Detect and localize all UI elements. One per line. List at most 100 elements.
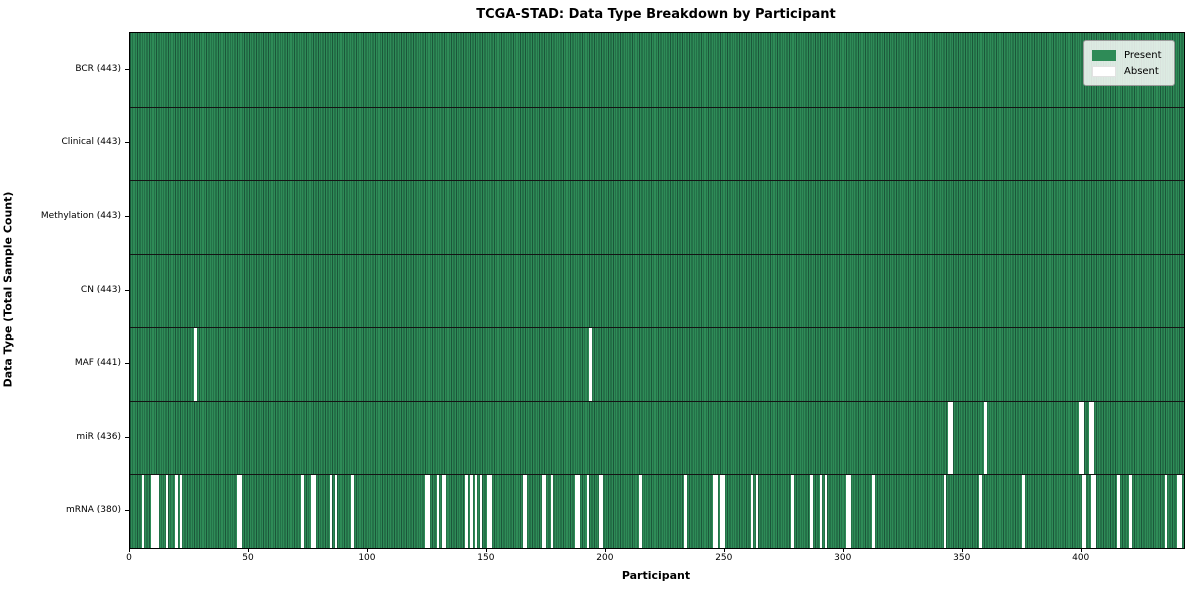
- absent-stripe: [1093, 474, 1096, 548]
- y-tick: [125, 436, 129, 438]
- absent-stripe: [441, 474, 445, 548]
- y-tick: [125, 142, 129, 144]
- absent-stripe: [522, 474, 525, 548]
- absent-stripe: [589, 327, 592, 401]
- x-tick-label: 50: [242, 553, 254, 563]
- absent-stripe: [436, 474, 440, 548]
- absent-stripe: [427, 474, 430, 548]
- y-tick-label-methylation: Methylation (443): [40, 210, 121, 221]
- absent-stripe: [639, 474, 642, 548]
- absent-stripe: [313, 474, 316, 548]
- chart-title: TCGA-STAD: Data Type Breakdown by Partic…: [476, 7, 836, 22]
- y-tick: [125, 289, 129, 291]
- x-tick-label: 150: [477, 553, 495, 563]
- absent-stripe: [598, 474, 602, 548]
- absent-stripe: [425, 474, 428, 548]
- absent-stripe: [444, 474, 447, 548]
- absent-stripe: [872, 474, 875, 548]
- absent-stripe: [943, 474, 947, 548]
- absent-stripe: [351, 474, 354, 548]
- heatmap-row-cn: [130, 253, 1184, 328]
- x-tick: [723, 548, 725, 552]
- absent-stripe: [948, 400, 951, 475]
- absent-stripe: [720, 474, 723, 548]
- absent-stripe: [1081, 474, 1085, 548]
- absent-stripe: [755, 474, 759, 548]
- absent-stripe: [541, 474, 544, 548]
- absent-stripe: [1022, 474, 1025, 548]
- legend-absent-label: Absent: [1124, 65, 1159, 77]
- x-tick: [366, 548, 368, 552]
- absent-stripe: [574, 474, 578, 548]
- absent-stripe: [712, 474, 716, 548]
- heatmap-row-bcr: [130, 33, 1184, 107]
- y-tick-label-mir: miR (436): [76, 431, 121, 442]
- absent-stripe: [819, 474, 823, 548]
- absent-stripe: [524, 474, 528, 548]
- legend-item-present: Present: [1092, 47, 1166, 63]
- absent-stripe: [846, 474, 849, 548]
- x-tick: [961, 548, 963, 552]
- x-tick-label: 250: [715, 553, 733, 563]
- absent-stripe: [979, 474, 982, 548]
- absent-stripe: [601, 474, 604, 548]
- absent-stripe: [489, 474, 492, 548]
- absent-stripe: [156, 474, 159, 548]
- absent-stripe: [551, 474, 554, 548]
- row-separator: [130, 400, 1184, 402]
- row-separator: [130, 253, 1184, 255]
- absent-stripe: [1164, 474, 1168, 548]
- absent-stripe: [810, 474, 813, 548]
- heatmap-row-mir: [130, 400, 1184, 475]
- absent-stripe: [1117, 474, 1120, 548]
- absent-stripe: [1084, 474, 1087, 548]
- absent-stripe: [329, 474, 333, 548]
- y-tick-label-maf: MAF (441): [74, 358, 121, 369]
- absent-stripe: [1079, 400, 1082, 475]
- absent-stripe: [715, 474, 718, 548]
- x-tick-label: 300: [834, 553, 852, 563]
- heatmap-plot-area: [129, 32, 1185, 549]
- absent-stripe: [153, 474, 157, 548]
- absent-stripe: [474, 474, 478, 548]
- absent-stripe: [543, 474, 547, 548]
- absent-stripe: [950, 400, 954, 475]
- absent-stripe: [791, 474, 794, 548]
- row-separator: [130, 474, 1184, 476]
- x-tick: [842, 548, 844, 552]
- absent-stripe: [1179, 474, 1182, 548]
- absent-stripe: [984, 400, 987, 475]
- heatmap-row-clinical: [130, 106, 1184, 181]
- absent-stripe: [237, 474, 240, 548]
- x-axis-label: Participant: [621, 569, 691, 582]
- absent-stripe: [165, 474, 169, 548]
- absent-stripe: [334, 474, 337, 548]
- absent-stripe: [151, 474, 154, 548]
- x-tick-label: 400: [1072, 553, 1090, 563]
- x-tick: [1080, 548, 1082, 552]
- absent-stripe: [586, 474, 590, 548]
- absent-swatch-icon: [1092, 65, 1116, 77]
- y-tick: [125, 215, 129, 217]
- x-tick: [129, 548, 130, 552]
- x-tick-label: 0: [126, 553, 132, 563]
- heatmap-row-maf: [130, 327, 1184, 401]
- x-tick: [247, 548, 249, 552]
- row-separator: [130, 106, 1184, 108]
- absent-stripe: [1129, 474, 1132, 548]
- y-tick: [125, 510, 129, 512]
- legend-present-label: Present: [1124, 49, 1162, 61]
- absent-stripe: [577, 474, 580, 548]
- y-axis-label: Data Type (Total Sample Count): [1, 191, 15, 388]
- absent-stripe: [684, 474, 687, 548]
- y-tick-label-bcr: BCR (443): [75, 63, 121, 74]
- absent-stripe: [470, 474, 473, 548]
- row-separator: [130, 180, 1184, 182]
- absent-stripe: [824, 474, 828, 548]
- absent-stripe: [465, 474, 468, 548]
- absent-stripe: [750, 474, 754, 548]
- heatmap-row-methylation: [130, 180, 1184, 254]
- row-separator: [130, 327, 1184, 329]
- y-tick-label-mrna: mRNA (380): [66, 505, 121, 516]
- absent-stripe: [1176, 474, 1180, 548]
